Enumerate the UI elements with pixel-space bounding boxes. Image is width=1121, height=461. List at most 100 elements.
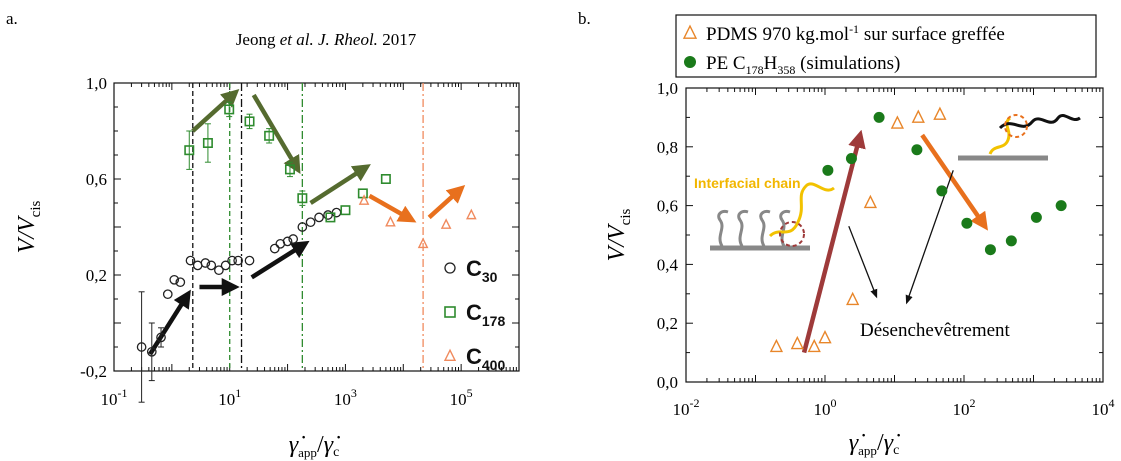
data-point-c30 [269, 243, 280, 254]
data-point-c400 [440, 218, 452, 229]
data-point-pdms [818, 330, 832, 344]
y-tick-label: 0,0 [657, 373, 678, 392]
x-tick-label: 103 [334, 386, 357, 409]
data-point-pe [1030, 211, 1042, 223]
data-point-pe [984, 244, 996, 256]
panel-a-axis-ticks [113, 82, 519, 372]
data-point-c30 [206, 260, 217, 271]
panel-b-x-tick-labels: 10-2 100 102 104 [673, 396, 1115, 419]
data-point-c178 [224, 104, 235, 115]
disentanglement-label: Désenchevêtrement [860, 320, 1011, 341]
data-point-c30 [297, 222, 308, 232]
panel-b-x-axis-title: γ̇app/γ̇c [849, 430, 900, 458]
data-point-c30 [162, 289, 173, 300]
x-tick-label: 104 [1092, 396, 1115, 419]
legend-label: C178 [466, 300, 505, 329]
data-point-c30 [282, 236, 293, 247]
data-point-c30 [175, 277, 186, 288]
panel-b-legend-box [675, 14, 1097, 78]
data-point-c178 [184, 145, 195, 156]
y-tick-label: 0,2 [86, 266, 107, 285]
interfacial-chain-illustration [710, 182, 835, 251]
disentangled-chain-illustration [958, 113, 1081, 161]
data-point-pe [911, 144, 923, 156]
data-point-c178 [284, 164, 295, 175]
legend-label: PE C178H358 (simulations) [706, 53, 900, 77]
panel-b: b. PDMS 970 kg.mol-1 sur surface greffée… [578, 9, 1115, 458]
data-point-pdms [769, 338, 784, 353]
trend-arrow [148, 289, 191, 356]
data-point-c400 [466, 208, 477, 220]
y-tick-label: -0,2 [80, 362, 107, 381]
data-point-c30 [200, 258, 211, 268]
data-point-pdms [863, 194, 878, 209]
data-point-pe [961, 217, 973, 229]
data-point-c178 [244, 116, 255, 127]
pointer-arrow [848, 225, 878, 299]
panel-b-arrows [801, 129, 988, 354]
legend-marker-triangle [443, 348, 457, 362]
panel-a-y-tick-labels: -0,2 0,2 0,6 1,0 [80, 74, 107, 381]
data-point-c400 [358, 194, 370, 205]
y-tick-label: 0,6 [657, 197, 678, 216]
y-tick-label: 0,6 [86, 170, 107, 189]
panel-b-data-points [769, 106, 1067, 353]
interfacial-chain-label: Interfacial chain [694, 175, 801, 191]
panel-a-label: a. [6, 9, 18, 28]
y-tick-label: 0,4 [657, 255, 679, 274]
data-point-pe [1005, 235, 1017, 247]
panel-b-y-tick-labels: 0,0 0,2 0,4 0,6 0,8 1,0 [657, 79, 679, 392]
x-tick-label: 10-2 [673, 396, 700, 419]
data-point-pdms [807, 338, 821, 353]
panel-b-label: b. [578, 9, 591, 28]
panel-b-axis-ticks [685, 87, 1103, 383]
panel-b-legend: PDMS 970 kg.mol-1 sur surface greffée PE … [682, 22, 1005, 77]
legend-marker-triangle [682, 24, 698, 39]
data-point-c30 [169, 274, 180, 285]
legend-label: C30 [466, 256, 498, 285]
x-tick-label: 100 [814, 396, 837, 419]
data-point-c30 [288, 234, 299, 244]
y-tick-label: 1,0 [86, 74, 107, 93]
panel-a-x-tick-labels: 10-1 101 103 105 [101, 386, 473, 409]
panel-a-plot-frame [113, 82, 520, 372]
y-tick-label: 0,8 [657, 138, 678, 157]
data-point-pdms [790, 335, 804, 350]
data-point-c30 [156, 332, 166, 343]
data-point-pe [1055, 200, 1067, 212]
legend-marker-square [444, 306, 456, 318]
data-point-c30 [314, 212, 324, 223]
data-point-c30 [136, 342, 147, 352]
data-point-c400 [417, 237, 429, 249]
x-tick-label: 105 [450, 386, 473, 409]
trend-arrow [309, 164, 371, 205]
x-tick-label: 101 [218, 386, 241, 409]
panel-a-transition-lines [192, 83, 424, 371]
data-point-c178 [202, 138, 213, 149]
data-point-pdms [933, 106, 947, 120]
panel-a-x-axis-title: γ̇app/γ̇c [289, 432, 340, 460]
panel-a-citation: Jeong et al. J. Rheol. 2017 [236, 30, 417, 49]
data-point-c30 [220, 260, 231, 271]
panel-a-y-axis-title: V/Vcis [14, 201, 44, 254]
data-point-c30 [214, 265, 224, 276]
trend-arrow [368, 193, 417, 223]
data-point-c30 [227, 255, 237, 266]
panel-b-y-axis-title: V/Vcis [604, 209, 634, 262]
panel-a-legend: C30 C178 C400 [443, 256, 505, 373]
panel-a: a. Jeong et al. J. Rheol. 2017 10-1 101 10… [6, 9, 520, 460]
legend-label: PDMS 970 kg.mol-1 sur surface greffée [706, 22, 1005, 45]
data-point-pe [936, 185, 948, 197]
data-point-c400 [385, 215, 396, 227]
data-point-pdms [890, 115, 905, 129]
panel-a-trend-arrows [148, 88, 466, 356]
data-point-pe [873, 111, 885, 123]
data-point-c178 [264, 130, 275, 141]
data-point-c30 [185, 255, 196, 266]
trend-arrow [427, 184, 466, 220]
legend-marker-circle [444, 262, 456, 274]
data-point-c178 [325, 212, 336, 223]
trend-arrow [251, 93, 301, 175]
y-tick-label: 1,0 [657, 79, 678, 98]
